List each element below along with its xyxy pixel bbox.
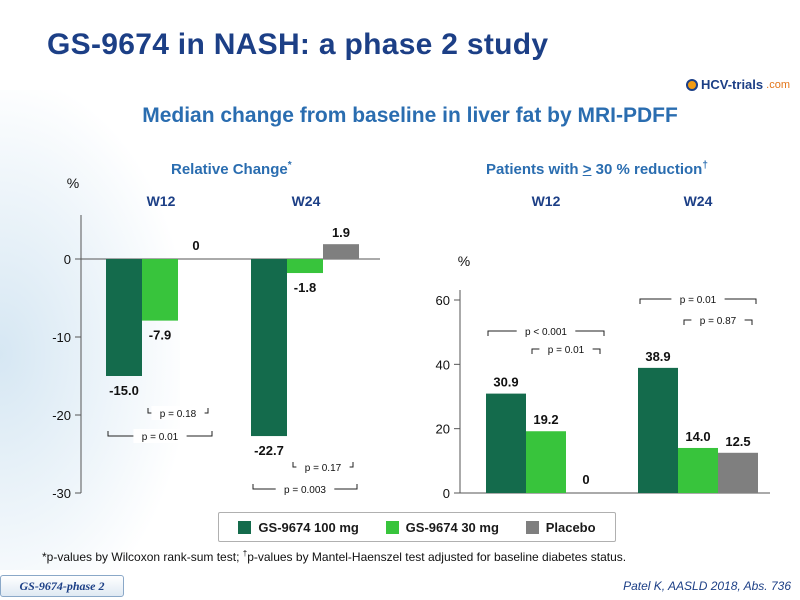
chart1-pvalue-bracket: p < 0.001 — [487, 324, 605, 338]
chart1-bar — [718, 452, 758, 493]
chart0-data-label: -7.9 — [149, 328, 171, 343]
footnote-dagger: † — [242, 549, 248, 558]
background-decoration — [0, 90, 180, 570]
footnote-part2: p-values by Mantel-Haenszel test adjuste… — [247, 550, 627, 564]
chart1-pvalue-bracket: p = 0.01 — [639, 292, 757, 306]
chart1-bar — [638, 367, 678, 493]
chart1-pvalue-label: p = 0.01 — [680, 295, 717, 306]
chart1-bracket-label-bg — [516, 324, 576, 338]
footnote-part1: *p-values by Wilcoxon rank-sum test; — [42, 550, 243, 564]
chart1-data-label: 30.9 — [493, 375, 518, 390]
logo-tld: .com — [766, 78, 790, 91]
right-chart-title-post: 30 % reduction — [591, 161, 703, 178]
chart1-data-label: 0 — [582, 472, 589, 487]
logo-icon — [686, 78, 698, 91]
chart0-y-tick-label: -20 — [52, 408, 71, 423]
chart0-pvalue-label: p = 0.17 — [305, 463, 342, 474]
chart0-bracket-label-bg — [133, 429, 187, 443]
chart0-pvalue-bracket: p = 0.17 — [292, 460, 354, 474]
chart0-bracket-label-bg — [151, 406, 205, 420]
chart0-bar — [142, 259, 178, 321]
chart0-pvalue-bracket: p = 0.003 — [252, 482, 358, 496]
chart0-y-tick-label: -30 — [52, 486, 71, 501]
chart1-category-label: W24 — [684, 193, 713, 209]
legend-label-30mg: GS-9674 30 mg — [405, 519, 499, 535]
chart0-data-label: 1.9 — [332, 225, 350, 240]
chart1-pvalue-bracket: p = 0.01 — [531, 342, 601, 356]
chart0-category-label: W12 — [147, 193, 176, 209]
chart1-data-label: 12.5 — [725, 434, 750, 449]
chart1-data-label: 38.9 — [645, 349, 670, 364]
legend-swatch-30mg — [385, 520, 399, 534]
chart0-y-tick-label: -10 — [52, 330, 71, 345]
chart1-bar — [486, 393, 526, 493]
slide-title: GS-9674 in NASH: a phase 2 study — [47, 28, 549, 61]
chart1-bracket-label-bg — [691, 313, 745, 327]
chart1-bracket-label-bg — [671, 292, 725, 306]
chart-legend: GS-9674 100 mg GS-9674 30 mg Placebo — [218, 512, 616, 542]
left-chart-title-mark: * — [287, 160, 292, 171]
logo-text: HCV-trials — [701, 77, 764, 92]
left-chart-title: Relative Change* — [171, 160, 292, 178]
chart0-bracket-label-bg — [296, 460, 350, 474]
chart1-pvalue-label: p = 0.87 — [700, 316, 737, 327]
footnote: *p-values by Wilcoxon rank-sum test; †p-… — [42, 549, 626, 564]
legend-swatch-100mg — [238, 520, 252, 534]
chart1-y-axis-label: % — [458, 253, 470, 269]
chart0-pvalue-bracket: p = 0.01 — [107, 429, 213, 443]
legend-item-100mg: GS-9674 100 mg — [238, 519, 359, 535]
right-chart-title-pre: Patients with — [486, 161, 583, 178]
chart1-bar — [678, 447, 718, 493]
chart0-bar — [251, 259, 287, 437]
chart0-bracket-label-bg — [275, 482, 335, 496]
chart1-y-tick-label: 60 — [436, 293, 450, 308]
chart1-pvalue-label: p < 0.001 — [525, 327, 567, 338]
chart1-data-label: 14.0 — [685, 429, 710, 444]
legend-swatch-placebo — [525, 520, 539, 534]
chart0-category-label: W24 — [292, 193, 321, 209]
chart1-pvalue-label: p = 0.01 — [548, 345, 585, 356]
chart0-y-axis-label: % — [67, 175, 79, 191]
slide-tag: GS-9674-phase 2 — [0, 575, 124, 597]
chart1-bracket-label-bg — [539, 342, 593, 356]
slide-subtitle: Median change from baseline in liver fat… — [142, 104, 678, 127]
chart0-data-label: -22.7 — [254, 443, 284, 458]
chart0-data-label: -1.8 — [294, 280, 316, 295]
chart1-pvalue-bracket: p = 0.87 — [683, 313, 753, 327]
chart0-pvalue-label: p = 0.01 — [142, 432, 179, 443]
right-chart-title-ge: > — [582, 161, 592, 178]
legend-label-placebo: Placebo — [545, 519, 596, 535]
chart0-data-label: 0 — [192, 238, 199, 253]
legend-item-placebo: Placebo — [525, 519, 596, 535]
right-chart-title-mark: † — [702, 160, 708, 171]
legend-item-30mg: GS-9674 30 mg — [385, 519, 499, 535]
chart1-bar — [526, 431, 566, 493]
chart0-y-tick-label: 0 — [64, 252, 71, 267]
left-chart-title-text: Relative Change — [171, 161, 288, 178]
chart1-category-label: W12 — [532, 193, 561, 209]
chart1-y-tick-label: 40 — [436, 357, 450, 372]
chart0-bar — [287, 259, 323, 274]
chart1-data-label: 19.2 — [533, 412, 558, 427]
hcv-trials-logo: HCV-trials .com — [686, 77, 790, 92]
chart0-bar — [106, 259, 142, 376]
right-chart-title: Patients with > 30 % reduction† — [486, 160, 708, 178]
chart1-y-tick-label: 20 — [436, 422, 450, 437]
chart0-pvalue-label: p = 0.003 — [284, 485, 326, 496]
chart0-pvalue-label: p = 0.18 — [160, 409, 197, 420]
citation: Patel K, AASLD 2018, Abs. 736 — [623, 579, 791, 593]
chart0-pvalue-bracket: p = 0.18 — [147, 406, 209, 420]
chart0-data-label: -15.0 — [109, 383, 139, 398]
chart1-y-tick-label: 0 — [443, 486, 450, 501]
chart0-bar — [323, 244, 359, 259]
legend-label-100mg: GS-9674 100 mg — [258, 519, 359, 535]
